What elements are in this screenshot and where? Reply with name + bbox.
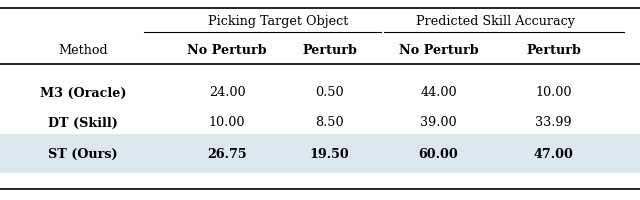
Text: Perturb: Perturb — [302, 45, 357, 58]
FancyBboxPatch shape — [0, 134, 640, 173]
Text: 10.00: 10.00 — [209, 116, 246, 130]
Text: Perturb: Perturb — [526, 45, 581, 58]
Text: ST (Ours): ST (Ours) — [49, 148, 118, 160]
Text: No Perturb: No Perturb — [188, 45, 267, 58]
Text: Picking Target Object: Picking Target Object — [208, 15, 349, 27]
Text: 47.00: 47.00 — [534, 148, 573, 160]
Text: DT (Skill): DT (Skill) — [48, 116, 118, 130]
Text: 0.50: 0.50 — [316, 86, 344, 99]
Text: 44.00: 44.00 — [420, 86, 457, 99]
Text: No Perturb: No Perturb — [399, 45, 478, 58]
Text: 19.50: 19.50 — [310, 148, 349, 160]
Text: 60.00: 60.00 — [419, 148, 458, 160]
Text: Method: Method — [58, 45, 108, 58]
Text: 8.50: 8.50 — [316, 116, 344, 130]
Text: 26.75: 26.75 — [207, 148, 247, 160]
Text: 39.00: 39.00 — [420, 116, 457, 130]
Text: 33.99: 33.99 — [535, 116, 572, 130]
Text: 10.00: 10.00 — [535, 86, 572, 99]
Text: Predicted Skill Accuracy: Predicted Skill Accuracy — [417, 15, 575, 27]
Text: M3 (Oracle): M3 (Oracle) — [40, 86, 127, 99]
Text: 24.00: 24.00 — [209, 86, 246, 99]
